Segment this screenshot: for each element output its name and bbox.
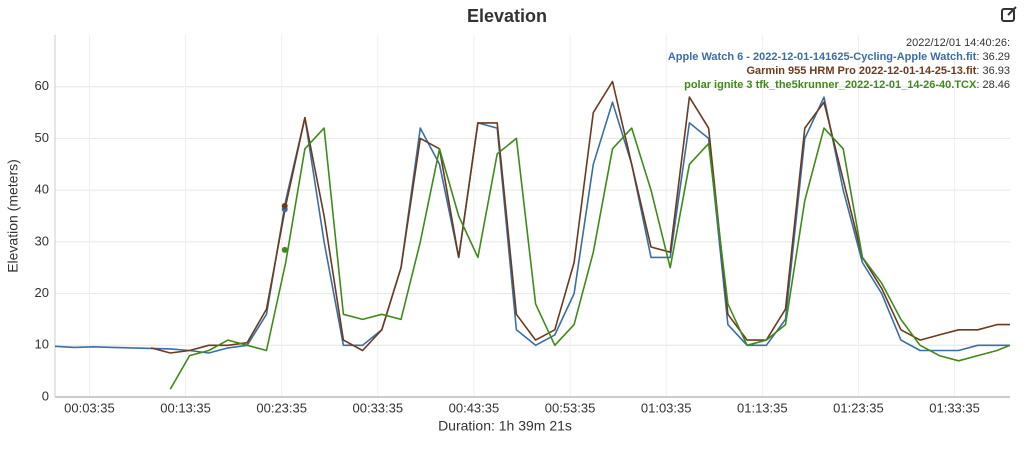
x-tick-label: 01:33:35 xyxy=(929,400,980,415)
y-tick-label: 0 xyxy=(42,388,49,403)
series-line xyxy=(169,127,1011,390)
hover-value: 36.93 xyxy=(982,65,1010,77)
hover-entry: polar ignite 3 tfk_the5krunner_2022-12-0… xyxy=(684,79,1010,91)
x-tick-label: 00:33:35 xyxy=(353,400,404,415)
hover-series-name: Apple Watch 6 - 2022-12-01-141625-Cyclin… xyxy=(668,51,977,63)
x-tick-label: 01:13:35 xyxy=(737,400,788,415)
x-tick-label: 00:53:35 xyxy=(545,400,596,415)
hover-separator: : xyxy=(976,79,982,91)
y-tick-label: 50 xyxy=(35,130,49,145)
hover-time: 2022/12/01 14:40:26: xyxy=(906,37,1010,49)
hover-separator: : xyxy=(976,51,982,63)
hover-point xyxy=(281,246,288,253)
series-line xyxy=(150,80,1010,354)
hover-entry: Apple Watch 6 - 2022-12-01-141625-Cyclin… xyxy=(668,51,1010,63)
hover-value: 28.46 xyxy=(982,79,1010,91)
x-tick-label: 00:43:35 xyxy=(449,400,500,415)
y-tick-label: 30 xyxy=(35,233,49,248)
hover-value: 36.29 xyxy=(982,51,1010,63)
y-tick-label: 40 xyxy=(35,182,49,197)
x-axis-title: Duration: 1h 39m 21s xyxy=(438,418,572,434)
hover-entry: Garmin 955 HRM Pro 2022-12-01-14-25-13.f… xyxy=(746,65,1010,77)
series-line xyxy=(54,96,1010,354)
x-tick-label: 00:13:35 xyxy=(160,400,211,415)
x-tick-label: 00:23:35 xyxy=(256,400,307,415)
hover-point xyxy=(281,203,288,210)
x-tick-label: 01:23:35 xyxy=(833,400,884,415)
x-tick-label: 01:03:35 xyxy=(641,400,692,415)
export-icon[interactable] xyxy=(1001,6,1017,22)
hover-separator: : xyxy=(976,65,982,77)
y-axis-title: Elevation (meters) xyxy=(5,159,21,273)
y-tick-label: 20 xyxy=(35,285,49,300)
hover-series-name: polar ignite 3 tfk_the5krunner_2022-12-0… xyxy=(684,79,977,91)
hover-series-name: Garmin 955 HRM Pro 2022-12-01-14-25-13.f… xyxy=(746,65,976,77)
x-tick-label: 00:03:35 xyxy=(64,400,115,415)
y-tick-label: 10 xyxy=(35,337,49,352)
chart-title: Elevation xyxy=(467,6,547,26)
y-tick-label: 60 xyxy=(35,78,49,93)
